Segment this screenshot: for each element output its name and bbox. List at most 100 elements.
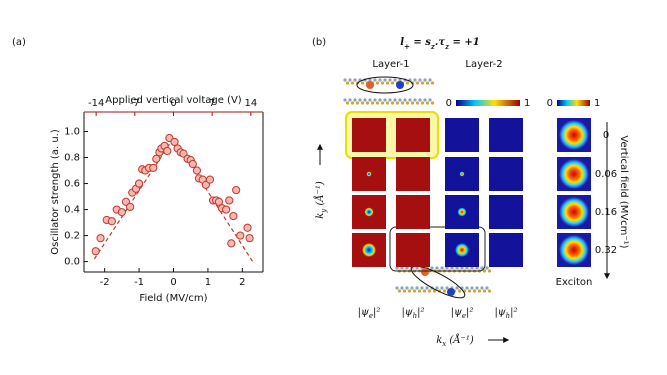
atom <box>415 266 419 270</box>
atom <box>455 286 459 290</box>
atom <box>405 266 409 270</box>
data-point <box>232 185 241 195</box>
hole <box>396 81 404 89</box>
exciton-peak <box>559 197 589 227</box>
wavefunction-map <box>489 118 523 152</box>
atom <box>470 286 474 290</box>
wavefunction-map <box>489 195 523 229</box>
atom <box>425 81 430 85</box>
exciton-label: Exciton <box>556 277 593 288</box>
highlight <box>389 226 486 272</box>
electron <box>421 268 429 276</box>
x-tick-label: -1 <box>134 277 144 288</box>
atom <box>395 101 400 105</box>
colorbar-tick: 0 <box>547 98 553 109</box>
atom <box>390 101 395 105</box>
ky-label: ky (Å⁻¹) <box>314 181 329 219</box>
atom <box>445 286 449 290</box>
exciton-peak <box>559 235 589 265</box>
y-tick-label: 0.8 <box>64 153 80 164</box>
column-label: |ψh|² <box>401 307 424 321</box>
atom <box>400 266 404 270</box>
text-part: z <box>444 42 450 51</box>
x-tick-label: 2 <box>239 277 245 288</box>
atom <box>475 286 479 290</box>
atom <box>402 289 407 293</box>
data-point <box>163 146 172 156</box>
atom <box>420 81 425 85</box>
atom <box>370 101 375 105</box>
atom <box>373 98 377 102</box>
text-part: |² <box>373 307 380 318</box>
atom <box>390 81 395 85</box>
wavefunction-peak <box>366 171 372 177</box>
atom <box>418 78 422 82</box>
atom <box>442 289 447 293</box>
wavefunction-map <box>352 118 386 152</box>
atom <box>423 78 427 82</box>
atom <box>360 101 365 105</box>
atom <box>475 266 479 270</box>
atom <box>477 289 482 293</box>
exciton-outline <box>410 265 466 299</box>
text-part: k <box>315 213 326 219</box>
atom <box>420 286 424 290</box>
colorbar <box>557 100 590 106</box>
atom <box>395 266 399 270</box>
field-value: 0.16 <box>595 207 617 218</box>
atom <box>355 101 360 105</box>
atom <box>383 78 387 82</box>
atom <box>405 81 410 85</box>
atom <box>465 286 469 290</box>
atom <box>397 289 402 293</box>
wavefunction-peak <box>457 207 467 217</box>
wavefunction-map <box>396 157 430 191</box>
data-point <box>229 211 238 221</box>
atom <box>348 78 352 82</box>
text-part: (Å⁻¹) <box>314 181 326 209</box>
atom <box>415 81 420 85</box>
atom <box>393 98 397 102</box>
atom <box>385 101 390 105</box>
data-point <box>179 149 188 158</box>
data-point <box>236 231 245 240</box>
atom <box>485 286 489 290</box>
colorbar <box>456 100 520 106</box>
data-point <box>188 159 197 169</box>
y-tick-label: 0.2 <box>64 231 80 242</box>
atom <box>487 269 492 273</box>
atom <box>480 286 484 290</box>
atom <box>413 98 417 102</box>
atom <box>353 98 357 102</box>
atom <box>368 98 372 102</box>
atom <box>385 81 390 85</box>
data-point <box>225 196 234 205</box>
atom <box>435 266 439 270</box>
atom <box>412 289 417 293</box>
atom <box>395 286 399 290</box>
atom <box>380 81 385 85</box>
exciton-peak <box>559 159 589 189</box>
data-point <box>107 217 116 226</box>
data-point <box>134 179 144 188</box>
text-part: h <box>506 312 511 320</box>
text-part: |² <box>510 307 517 318</box>
atom <box>383 98 387 102</box>
atom <box>430 81 435 85</box>
data-point <box>243 223 252 232</box>
atom <box>450 266 454 270</box>
column-label: |ψe|² <box>358 307 381 321</box>
x2-tick-label: 14 <box>244 98 257 109</box>
data-point <box>205 175 215 184</box>
text-part: |² <box>417 307 424 318</box>
text-part: |ψ <box>358 307 369 318</box>
atom <box>393 78 397 82</box>
data-point <box>91 247 100 256</box>
atom <box>405 286 409 290</box>
atom <box>343 78 347 82</box>
text-part: = s <box>410 37 431 48</box>
wavefunction-map <box>445 118 479 152</box>
atom <box>407 289 412 293</box>
atom <box>380 101 385 105</box>
